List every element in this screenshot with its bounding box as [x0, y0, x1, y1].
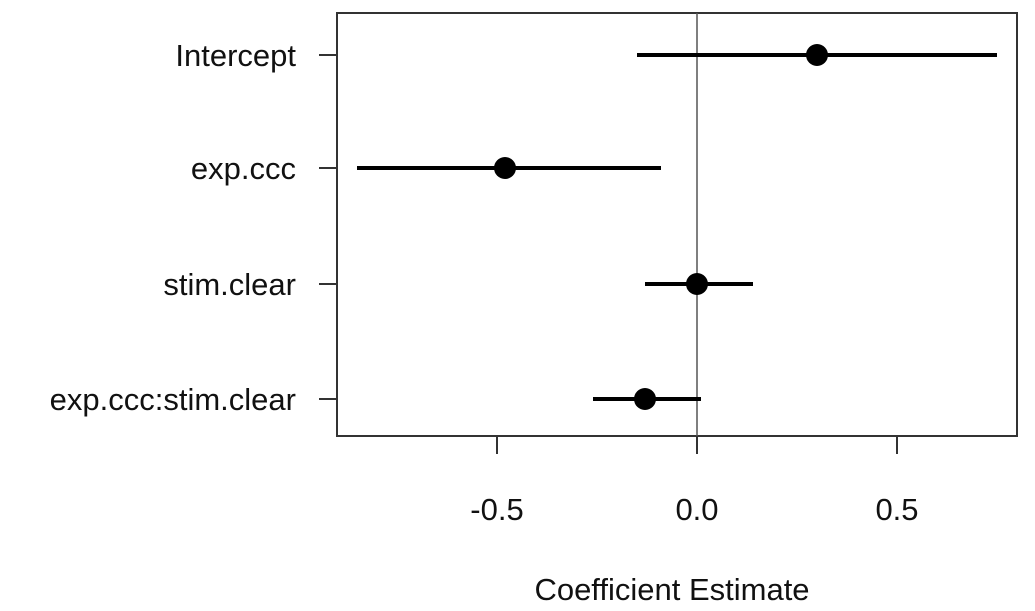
x-tick-label: 0.0: [675, 492, 718, 527]
point-intercept: [806, 44, 828, 66]
x-tick-label: -0.5: [470, 492, 523, 527]
estimate-points: [494, 44, 828, 410]
x-tick-labels: -0.5 0.0 0.5: [470, 492, 918, 527]
label-exp-ccc-stim-clear: exp.ccc:stim.clear: [50, 382, 296, 417]
label-exp-ccc: exp.ccc: [191, 151, 296, 186]
y-axis-ticks: [319, 54, 337, 400]
x-axis-title: Coefficient Estimate: [534, 572, 809, 607]
confidence-intervals: [357, 53, 997, 401]
label-stim-clear: stim.clear: [163, 267, 296, 302]
point-stim-clear: [686, 273, 708, 295]
point-exp-ccc-stim-clear: [634, 388, 656, 410]
category-labels: Intercept exp.ccc stim.clear exp.ccc:stim.c…: [50, 38, 297, 417]
x-axis-ticks: [496, 436, 898, 454]
label-intercept: Intercept: [175, 38, 296, 73]
x-tick-label: 0.5: [875, 492, 918, 527]
point-exp-ccc: [494, 157, 516, 179]
plot-frame: [336, 12, 1018, 437]
